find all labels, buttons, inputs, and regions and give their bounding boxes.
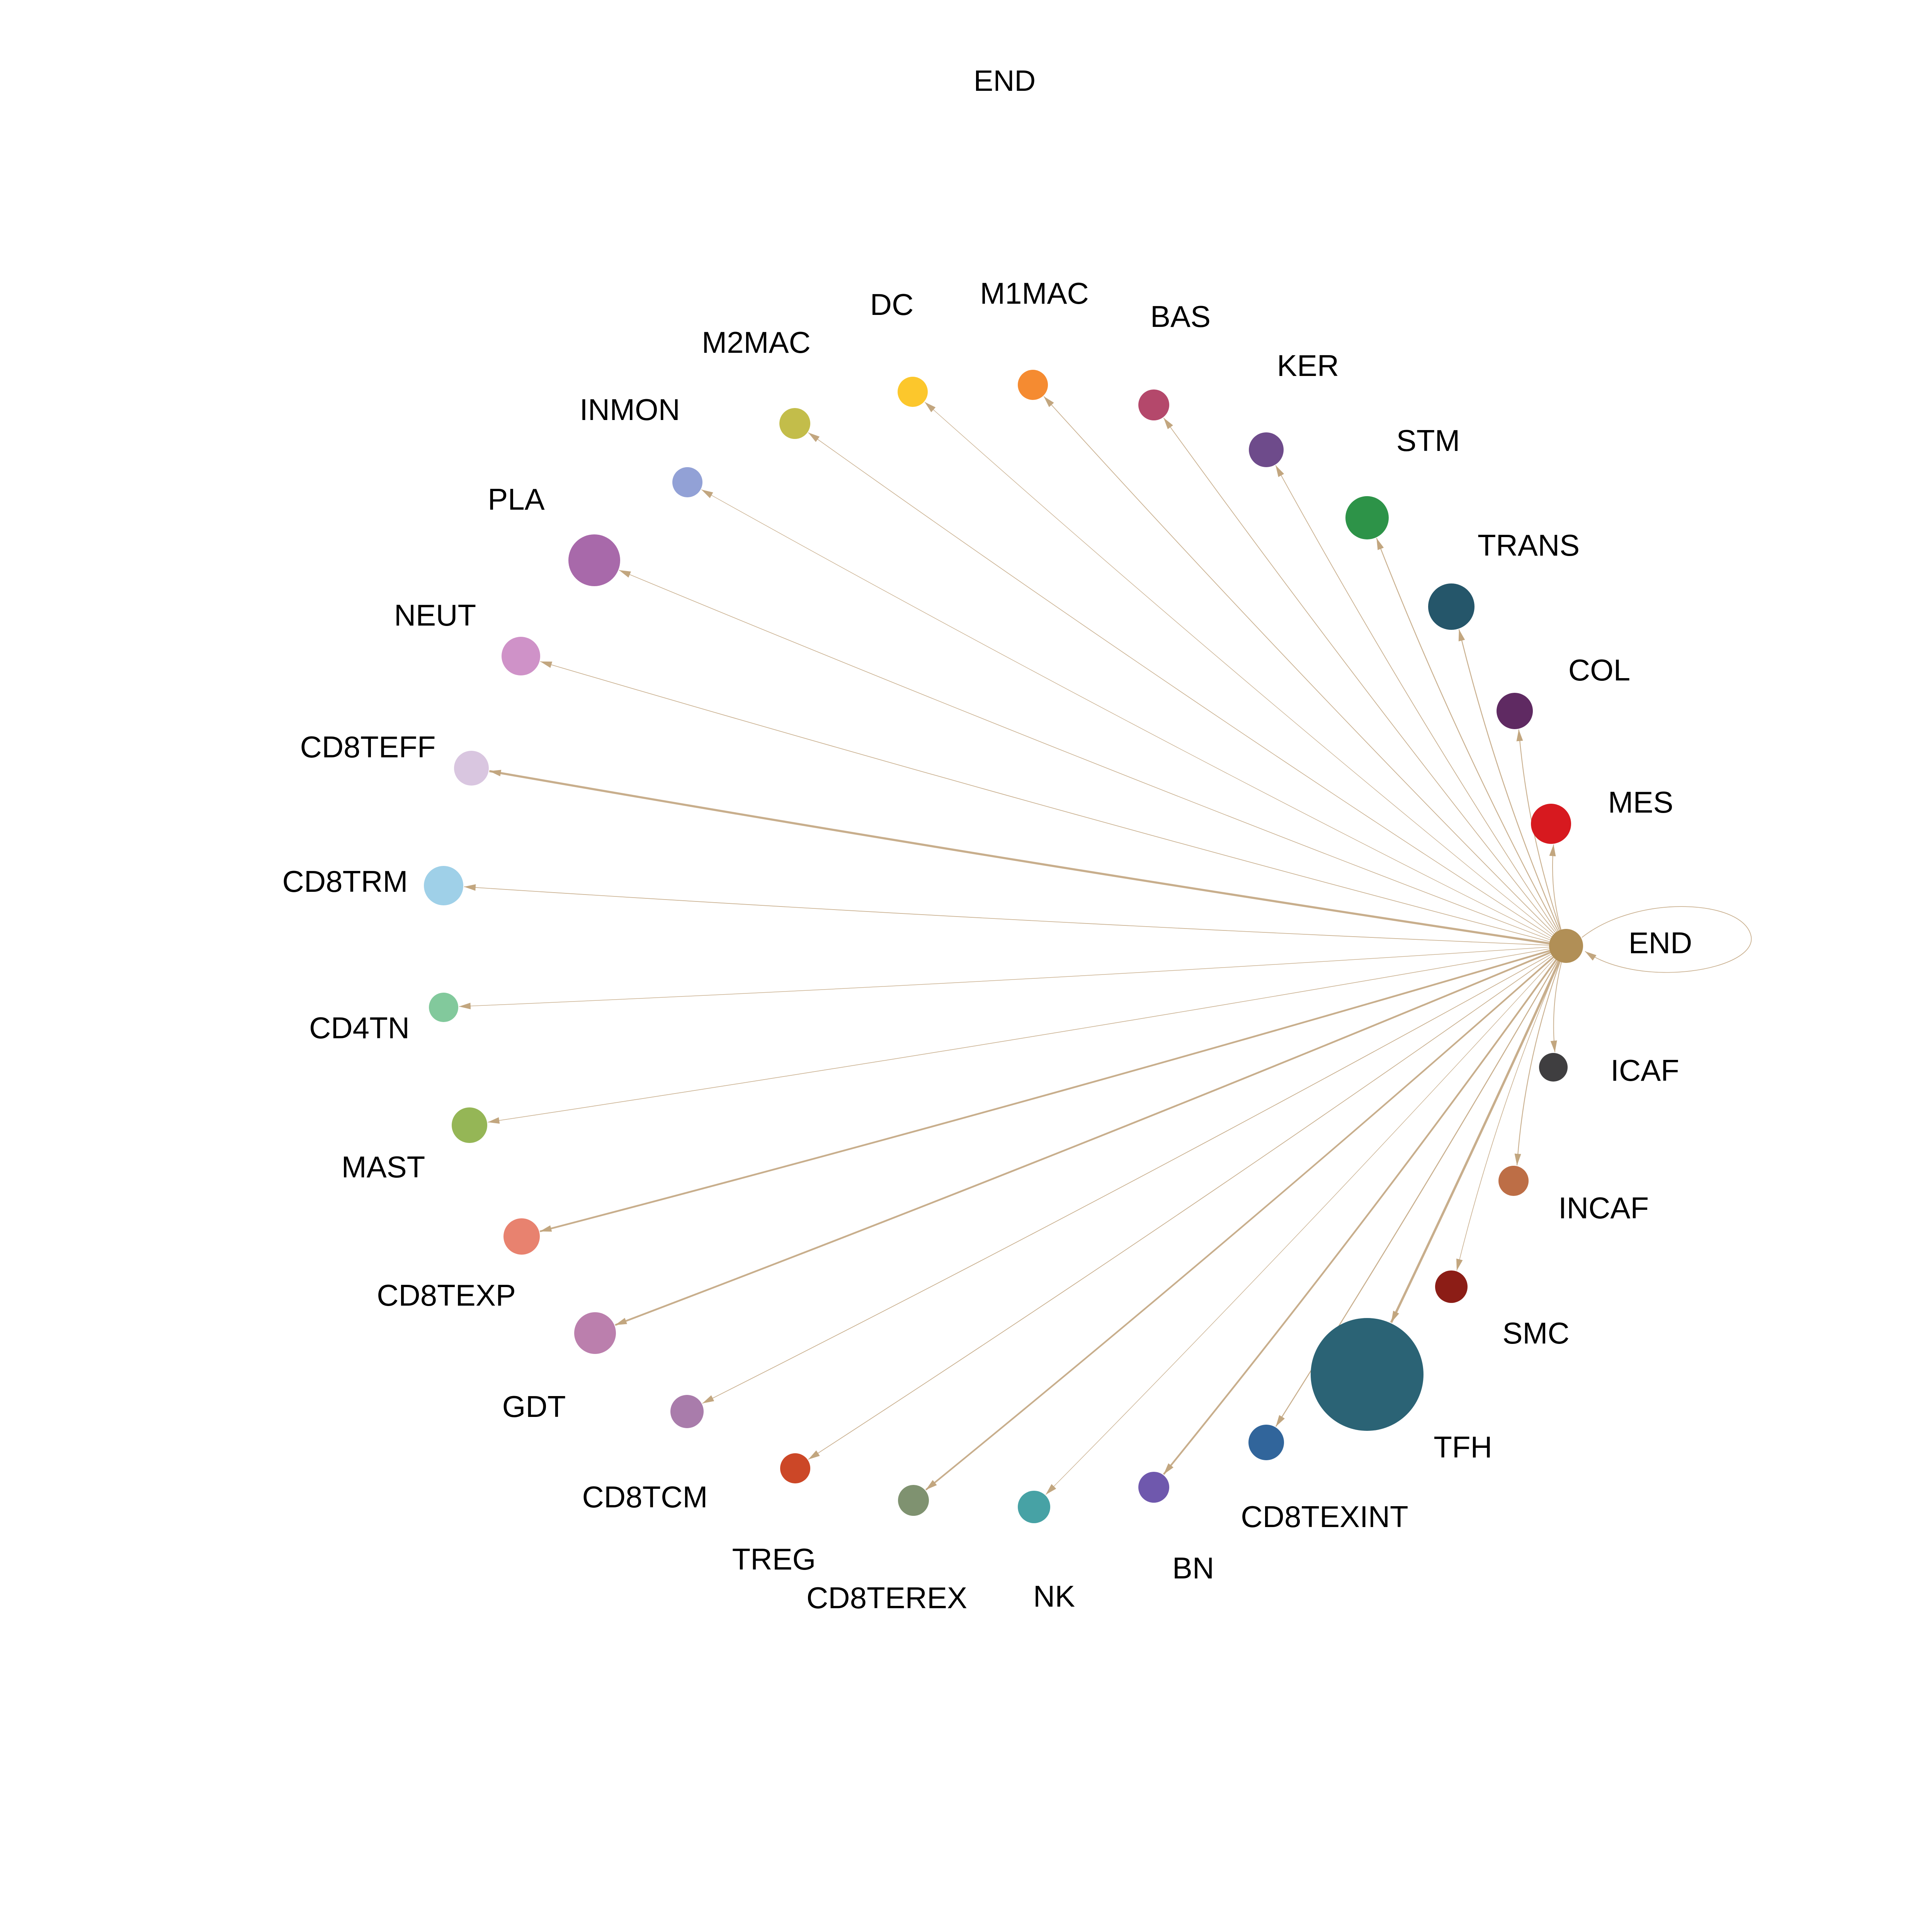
edge-END-PLA bbox=[619, 570, 1566, 946]
node-label-KER: KER bbox=[1277, 349, 1339, 383]
edges-layer bbox=[459, 396, 1752, 1495]
node-STM bbox=[1345, 496, 1389, 539]
node-TREG bbox=[780, 1453, 810, 1483]
node-MES bbox=[1531, 804, 1571, 844]
node-label-GDT: GDT bbox=[502, 1389, 566, 1423]
node-label-M2MAC: M2MAC bbox=[702, 325, 811, 359]
node-M1MAC bbox=[1018, 370, 1048, 400]
node-PLA bbox=[568, 534, 620, 586]
edge-END-M2MAC bbox=[808, 432, 1566, 946]
edge-END-CD8TEFF bbox=[489, 770, 1566, 947]
node-BAS bbox=[1138, 389, 1169, 420]
node-label-BAS: BAS bbox=[1150, 299, 1211, 333]
node-label-NK: NK bbox=[1033, 1579, 1075, 1613]
node-label-ICAF: ICAF bbox=[1611, 1053, 1679, 1087]
node-NK bbox=[1018, 1491, 1050, 1523]
edge-END-INCAF bbox=[1514, 946, 1567, 1166]
node-label-CD8TCM: CD8TCM bbox=[582, 1480, 708, 1514]
edge-END-SMC bbox=[1456, 946, 1566, 1271]
node-COL bbox=[1497, 693, 1533, 729]
chart-title: END bbox=[974, 65, 1036, 97]
edge-END-BN bbox=[1163, 945, 1567, 1475]
labels-layer: END MES COL TRANS STM KER BAS M1MAC DC M2MAC INMON… bbox=[282, 276, 1692, 1615]
edge-END-MAST bbox=[488, 946, 1566, 1124]
node-MAST bbox=[452, 1107, 487, 1143]
node-CD8TCM bbox=[670, 1395, 704, 1428]
node-BN bbox=[1138, 1472, 1169, 1503]
node-label-M1MAC: M1MAC bbox=[980, 276, 1089, 310]
edge-END-DC bbox=[924, 401, 1566, 946]
node-SMC bbox=[1435, 1270, 1468, 1303]
self-loop-END bbox=[1582, 906, 1752, 973]
node-label-STM: STM bbox=[1396, 423, 1460, 457]
nodes-layer bbox=[424, 370, 1583, 1523]
node-CD8TEXP bbox=[503, 1218, 540, 1255]
node-CD8TRM bbox=[424, 866, 463, 905]
edge-END-NK bbox=[1045, 946, 1566, 1495]
edge-END-CD8TEXP bbox=[539, 945, 1566, 1233]
edge-END-CD8TRM bbox=[464, 884, 1566, 946]
node-KER bbox=[1249, 432, 1284, 467]
node-M2MAC bbox=[779, 408, 810, 439]
edge-END-TFH bbox=[1390, 945, 1567, 1323]
edge-END-CD4TN bbox=[459, 946, 1566, 1010]
node-NEUT bbox=[502, 637, 540, 675]
node-TFH bbox=[1311, 1318, 1423, 1431]
node-label-CD8TEXINT: CD8TEXINT bbox=[1241, 1500, 1408, 1534]
node-ICAF bbox=[1539, 1053, 1568, 1082]
edge-END-COL bbox=[1516, 729, 1567, 946]
node-label-COL: COL bbox=[1568, 653, 1630, 687]
node-label-TRANS: TRANS bbox=[1478, 528, 1580, 562]
node-CD4TN bbox=[429, 993, 458, 1022]
node-label-PLA: PLA bbox=[488, 482, 544, 516]
node-CD8TEFF bbox=[454, 751, 489, 786]
node-INCAF bbox=[1498, 1166, 1529, 1196]
edge-END-TREG bbox=[808, 946, 1566, 1460]
edge-END-M1MAC bbox=[1043, 396, 1566, 946]
node-label-CD8TRM: CD8TRM bbox=[282, 864, 408, 898]
node-label-SMC: SMC bbox=[1502, 1316, 1569, 1350]
node-label-MES: MES bbox=[1608, 785, 1673, 819]
node-DC bbox=[898, 377, 928, 407]
node-label-END: END bbox=[1629, 926, 1692, 960]
node-CD8TEREX bbox=[898, 1485, 929, 1516]
node-label-BN: BN bbox=[1172, 1551, 1214, 1585]
edge-END-NEUT bbox=[540, 661, 1566, 946]
node-label-NEUT: NEUT bbox=[394, 598, 476, 632]
edge-END-GDT bbox=[615, 945, 1566, 1326]
node-label-DC: DC bbox=[870, 287, 914, 321]
edge-END-BAS bbox=[1163, 417, 1566, 946]
node-label-TFH: TFH bbox=[1434, 1430, 1492, 1464]
node-END bbox=[1549, 929, 1583, 963]
edge-END-TRANS bbox=[1458, 629, 1567, 946]
node-label-CD8TEFF: CD8TEFF bbox=[300, 730, 436, 764]
node-label-INCAF: INCAF bbox=[1558, 1191, 1649, 1225]
node-label-CD8TEXP: CD8TEXP bbox=[377, 1278, 516, 1312]
edge-END-STM bbox=[1376, 538, 1567, 946]
node-label-CD8TEREX: CD8TEREX bbox=[806, 1581, 967, 1615]
node-GDT bbox=[574, 1312, 616, 1354]
edge-END-INMON bbox=[701, 489, 1566, 946]
edge-END-CD8TEREX bbox=[925, 945, 1567, 1491]
node-INMON bbox=[672, 467, 702, 497]
node-TRANS bbox=[1428, 583, 1475, 630]
edge-END-CD8TCM bbox=[702, 946, 1566, 1404]
node-label-INMON: INMON bbox=[580, 393, 680, 427]
node-label-MAST: MAST bbox=[342, 1150, 425, 1184]
node-label-CD4TN: CD4TN bbox=[309, 1011, 410, 1045]
edge-END-KER bbox=[1275, 465, 1566, 946]
node-CD8TEXINT bbox=[1248, 1425, 1284, 1460]
node-label-TREG: TREG bbox=[732, 1542, 816, 1576]
